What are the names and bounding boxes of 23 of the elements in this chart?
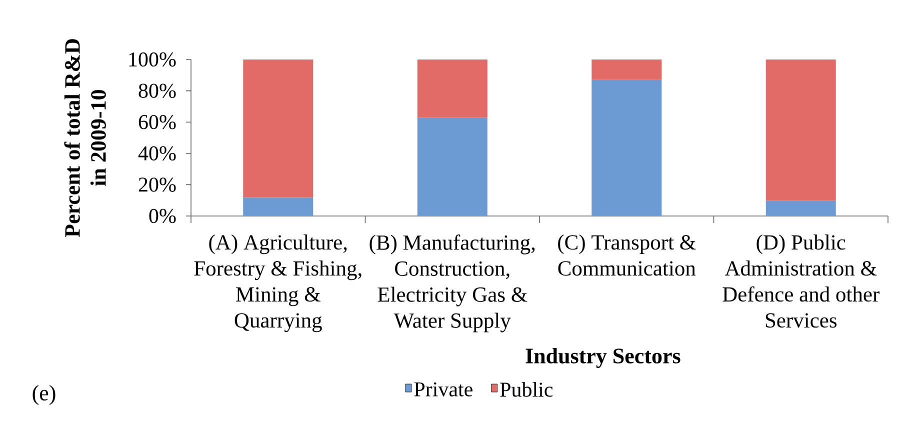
legend-label: Private — [414, 382, 472, 396]
bar — [243, 60, 314, 198]
y-tick-label: 80% — [138, 84, 176, 98]
text: (e) — [32, 385, 56, 405]
x-axis-title: Industry Sectors — [526, 348, 680, 368]
x-tick-label: (A) Agriculture, Forestry & Fishing, Mining & Quarrying — [194, 234, 362, 332]
y-axis-title: Percent of total R&D in 2009-10 — [64, 39, 106, 238]
bar — [766, 200, 836, 216]
bar — [417, 60, 488, 118]
y-tick-label: 20% — [138, 178, 176, 192]
y-tick-label: 60% — [138, 114, 176, 130]
y-tick-label: 100% — [129, 52, 176, 67]
bar — [766, 60, 836, 200]
bar — [417, 117, 488, 216]
x-tick-label: (D) Public Administration & Defence and other Services — [722, 234, 880, 328]
bar — [592, 80, 662, 216]
bar — [592, 60, 662, 80]
x-tick-label: (B) Manufacturing, Construction, Electricity Gas & Water Supply — [370, 234, 535, 332]
x-tick-label: (C) Transport & Communication — [558, 234, 696, 276]
legend-label: Public — [500, 382, 553, 397]
y-tick-label: 0% — [149, 208, 176, 224]
y-tick-label: 40% — [138, 146, 176, 161]
bar — [243, 197, 314, 216]
